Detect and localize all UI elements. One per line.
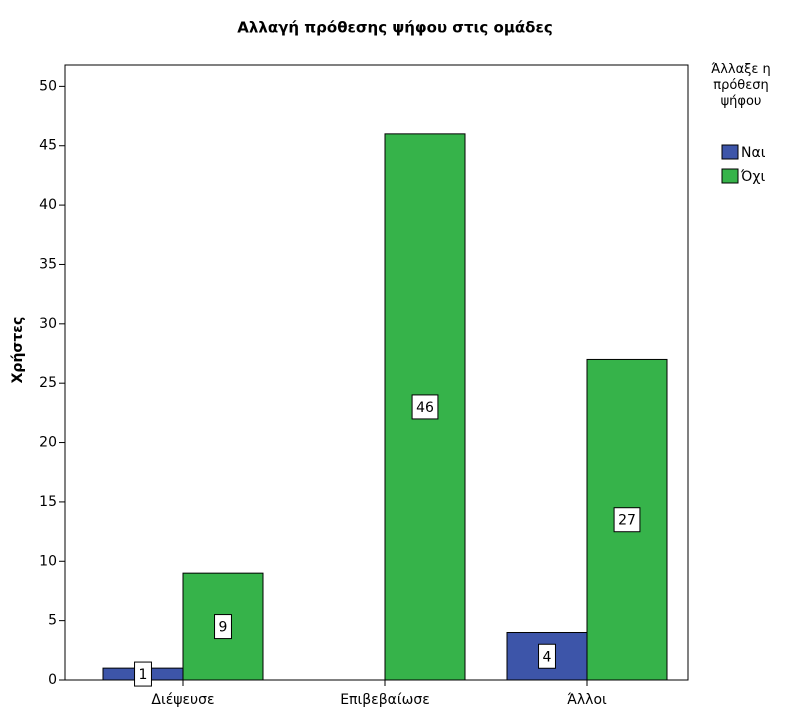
y-tick-label: 30 (39, 316, 57, 332)
value-label-box (538, 643, 556, 669)
legend-swatch (721, 168, 739, 184)
y-tick-label: 50 (39, 78, 57, 94)
value-label: 1 (139, 667, 148, 683)
value-label-box (613, 507, 641, 533)
y-tick-label: 35 (39, 256, 57, 272)
value-label-box (214, 614, 232, 640)
legend-label: Ναι (741, 145, 766, 161)
x-tick-label: Επιβεβαίωσε (340, 692, 430, 708)
x-tick-label: Άλλοι (567, 692, 607, 708)
bar (384, 133, 466, 681)
y-tick-label: 40 (39, 197, 57, 213)
y-tick-label: 25 (39, 375, 57, 391)
y-tick-label: 15 (39, 494, 57, 510)
y-tick-label: 10 (39, 553, 57, 569)
y-tick-label: 5 (48, 613, 57, 629)
value-label-box (411, 394, 439, 420)
legend-label: Όχι (740, 169, 765, 185)
value-label: 46 (416, 400, 434, 416)
chart-title: Αλλαγή πρόθεσης ψήφου στις ομάδες (237, 19, 552, 37)
y-tick-label: 0 (48, 672, 57, 688)
y-axis-label: Χρήστες (10, 317, 26, 384)
legend-swatch (721, 144, 739, 160)
plot-frame (64, 64, 689, 681)
value-label: 4 (543, 649, 552, 665)
x-tick-label: Διέψευσε (151, 692, 214, 708)
y-tick-label: 20 (39, 435, 57, 451)
legend-title: Άλλαξε η πρόθεση ψήφου (711, 62, 771, 109)
value-label: 27 (618, 513, 636, 529)
value-label: 9 (219, 620, 228, 636)
value-label-box (134, 661, 152, 687)
y-tick-label: 45 (39, 138, 57, 154)
